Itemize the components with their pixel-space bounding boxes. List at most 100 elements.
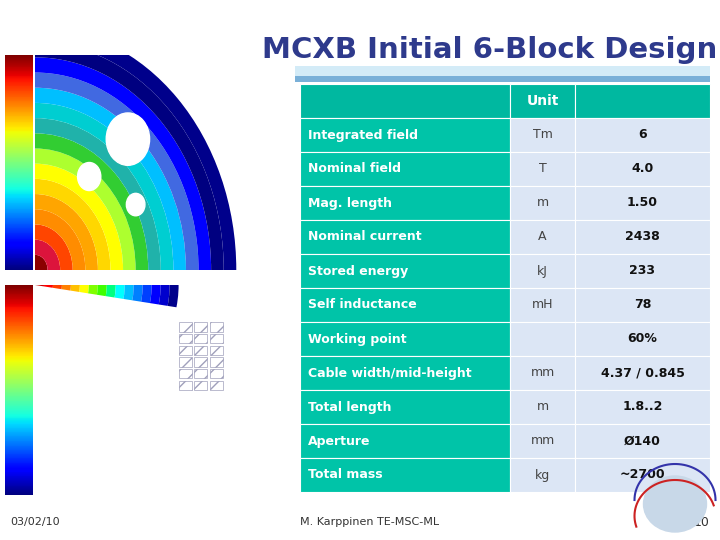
Bar <box>510 152 575 186</box>
Wedge shape <box>18 197 134 300</box>
Text: mm: mm <box>531 367 554 380</box>
Text: Stored energy: Stored energy <box>308 265 408 278</box>
Bar <box>575 322 710 356</box>
Text: Ø140: Ø140 <box>624 435 661 448</box>
Wedge shape <box>32 269 53 288</box>
Text: 60%: 60% <box>628 333 657 346</box>
Bar <box>575 186 710 220</box>
Wedge shape <box>35 103 174 270</box>
Wedge shape <box>35 42 224 270</box>
Wedge shape <box>30 261 62 289</box>
Bar <box>194 322 207 332</box>
Bar <box>179 346 192 355</box>
Bar <box>575 356 710 390</box>
Wedge shape <box>35 133 148 270</box>
Bar <box>575 424 710 458</box>
Bar <box>179 381 192 390</box>
Bar <box>210 334 223 343</box>
Wedge shape <box>35 240 60 270</box>
Text: Working point: Working point <box>308 333 407 346</box>
Text: ~2700: ~2700 <box>620 469 665 482</box>
Wedge shape <box>22 221 107 296</box>
Bar <box>194 381 207 390</box>
Wedge shape <box>17 189 143 302</box>
Bar <box>210 381 223 390</box>
Text: Nominal current: Nominal current <box>308 231 422 244</box>
Text: Aperture: Aperture <box>308 435 371 448</box>
Text: kJ: kJ <box>537 265 548 278</box>
Text: kg: kg <box>535 469 550 482</box>
Bar <box>510 288 575 322</box>
Wedge shape <box>35 179 110 270</box>
Bar <box>575 254 710 288</box>
Text: A: A <box>539 231 546 244</box>
Bar <box>510 322 575 356</box>
Text: Unit: Unit <box>526 94 559 108</box>
Wedge shape <box>14 181 152 303</box>
Wedge shape <box>19 205 125 299</box>
Bar <box>179 334 192 343</box>
Wedge shape <box>35 209 86 270</box>
Bar <box>510 220 575 254</box>
Wedge shape <box>24 229 98 295</box>
Wedge shape <box>33 277 44 286</box>
Bar <box>300 288 510 322</box>
Text: Total length: Total length <box>308 401 392 414</box>
Text: Nominal field: Nominal field <box>308 163 401 176</box>
Bar <box>179 357 192 367</box>
Bar <box>510 186 575 220</box>
Wedge shape <box>35 164 123 270</box>
Bar <box>300 390 510 424</box>
Text: T: T <box>539 163 546 176</box>
Circle shape <box>78 163 101 191</box>
Text: 2438: 2438 <box>625 231 660 244</box>
Text: 4.0: 4.0 <box>631 163 654 176</box>
Text: m: m <box>536 197 549 210</box>
Text: Tm: Tm <box>533 129 552 141</box>
Text: Self inductance: Self inductance <box>308 299 417 312</box>
Wedge shape <box>21 213 116 298</box>
Circle shape <box>126 193 145 216</box>
Text: 233: 233 <box>629 265 655 278</box>
Circle shape <box>644 476 706 532</box>
Wedge shape <box>35 57 211 270</box>
Bar <box>194 346 207 355</box>
Wedge shape <box>26 237 89 293</box>
Bar <box>510 390 575 424</box>
Wedge shape <box>35 255 48 270</box>
Wedge shape <box>35 87 186 270</box>
Text: Cable width/mid-height: Cable width/mid-height <box>308 367 472 380</box>
Bar <box>575 118 710 152</box>
Wedge shape <box>35 27 236 270</box>
Wedge shape <box>35 148 135 270</box>
Bar <box>179 369 192 379</box>
Wedge shape <box>35 194 98 270</box>
Bar <box>210 322 223 332</box>
Wedge shape <box>13 173 161 305</box>
Text: Integrated field: Integrated field <box>308 129 418 141</box>
Bar <box>210 369 223 379</box>
Text: 03/02/10: 03/02/10 <box>10 517 60 527</box>
Text: 1.8..2: 1.8..2 <box>622 401 662 414</box>
Bar <box>510 356 575 390</box>
Text: Total mass: Total mass <box>308 469 382 482</box>
Bar <box>510 458 575 492</box>
Circle shape <box>107 113 150 165</box>
Wedge shape <box>27 245 80 292</box>
Bar <box>575 152 710 186</box>
Bar <box>510 424 575 458</box>
Wedge shape <box>35 72 199 270</box>
Text: mm: mm <box>531 435 554 448</box>
Bar <box>210 346 223 355</box>
Bar <box>300 84 510 118</box>
Text: m: m <box>536 401 549 414</box>
Text: mH: mH <box>532 299 553 312</box>
Bar <box>300 458 510 492</box>
Bar <box>510 118 575 152</box>
Bar <box>300 424 510 458</box>
Bar <box>300 220 510 254</box>
Text: 6: 6 <box>638 129 647 141</box>
Bar <box>575 390 710 424</box>
Text: 1.50: 1.50 <box>627 197 658 210</box>
Bar <box>300 254 510 288</box>
